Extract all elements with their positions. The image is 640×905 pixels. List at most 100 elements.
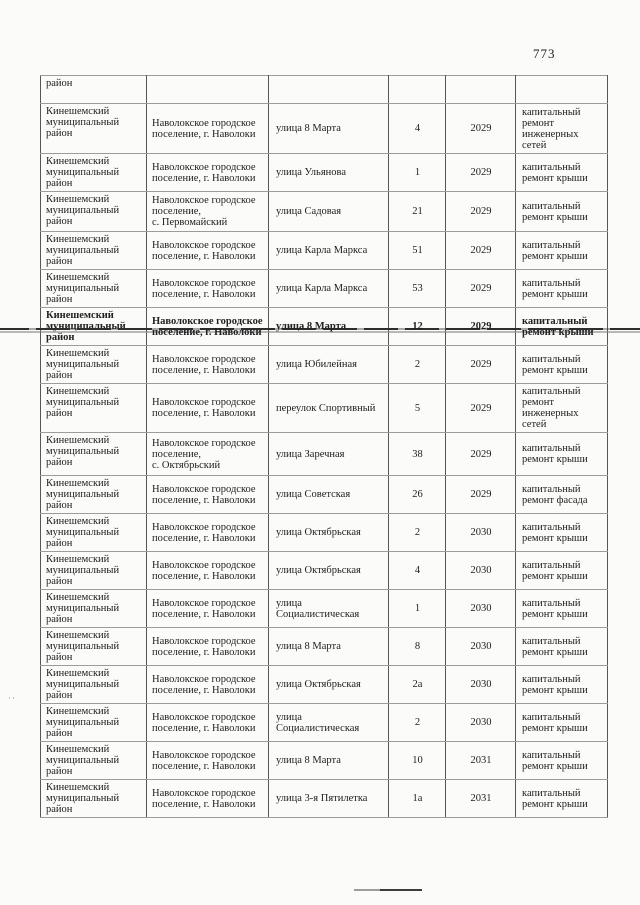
cell-district: Кинешемский муниципальный район — [0, 307, 640, 346]
scan-margin-mark: ·· — [8, 693, 16, 703]
cell-district: Кинешемский муниципальный район — [40, 432, 147, 476]
cell-year: 2029 — [445, 191, 516, 232]
cell-street: улица Октябрьская — [268, 665, 389, 704]
cell-settlement: Наволокское городское поселение, с. Октя… — [146, 432, 269, 476]
cell-district: Кинешемский муниципальный район — [40, 551, 147, 590]
cell-street: улица Садовая — [268, 191, 389, 232]
page-number: 773 — [533, 46, 556, 61]
carryover-row: район — [40, 75, 608, 104]
cell-settlement: Наволокское городское поселение, г. Наво… — [146, 665, 269, 704]
cell-year: 2029 — [445, 153, 516, 192]
cell-house: 1а — [388, 779, 446, 818]
cell-district: Кинешемский муниципальный район — [40, 153, 147, 192]
cell-district: Кинешемский муниципальный район — [40, 269, 147, 308]
table-row: Кинешемский муниципальный район Наволокс… — [40, 475, 608, 514]
cell-district: Кинешемский муниципальный район — [40, 231, 147, 270]
cell-house: 4 — [388, 551, 446, 590]
cell-settlement: Наволокское городское поселение, г. Наво… — [146, 345, 269, 384]
cell-house: 51 — [388, 231, 446, 270]
cell-year: 2030 — [445, 551, 516, 590]
cell-house: 1 — [388, 153, 446, 192]
cell-settlement: Наволокское городское поселение, г. Наво… — [146, 231, 269, 270]
cell-year — [445, 75, 516, 104]
table-row: Кинешемский муниципальный район Наволокс… — [40, 103, 608, 154]
cell-settlement: Наволокское городское поселение, г. Наво… — [146, 269, 269, 308]
cell-district: Кинешемский муниципальный район — [40, 589, 147, 628]
cell-work: капитальный ремонт инженерных сетей — [515, 103, 608, 154]
cell-district: район — [40, 75, 147, 104]
cell-house — [388, 75, 446, 104]
cell-work: капитальный ремонт крыши — [515, 191, 608, 232]
cell-work: капитальный ремонт крыши — [515, 589, 608, 628]
cell-settlement: Наволокское городское поселение, г. Наво… — [146, 589, 269, 628]
cell-house: 8 — [388, 627, 446, 666]
table-row: Кинешемский муниципальный район Наволокс… — [40, 703, 608, 742]
cell-street: улица Октябрьская — [268, 551, 389, 590]
cell-settlement: Наволокское городское поселение, г. Наво… — [146, 551, 269, 590]
cell-work: капитальный ремонт крыши — [515, 432, 608, 476]
bottom-short-rule — [354, 889, 422, 891]
cell-year: 2029 — [445, 307, 516, 346]
cell-district: Кинешемский муниципальный район — [40, 103, 147, 154]
cell-house: 2а — [388, 665, 446, 704]
cell-house: 12 — [388, 307, 446, 346]
cell-street: улица 8 Марта — [268, 307, 389, 346]
cell-work: капитальный ремонт крыши — [515, 513, 608, 552]
table-row: Кинешемский муниципальный район Наволокс… — [40, 589, 608, 628]
cell-house: 21 — [388, 191, 446, 232]
cell-year: 2029 — [445, 383, 516, 433]
cell-year: 2029 — [445, 231, 516, 270]
table-row: Кинешемский муниципальный район Наволокс… — [40, 627, 608, 666]
cell-street: улица 8 Марта — [268, 103, 389, 154]
table-body: район Кинешемский муниципальный район На… — [0, 75, 640, 818]
cell-street: улица Октябрьская — [268, 513, 389, 552]
cell-house: 4 — [388, 103, 446, 154]
cell-work: капитальный ремонт фасада — [515, 475, 608, 514]
cell-year: 2029 — [445, 345, 516, 384]
cell-year: 2029 — [445, 432, 516, 476]
cell-settlement: Наволокское городское поселение, г. Наво… — [146, 627, 269, 666]
cell-year: 2029 — [445, 269, 516, 308]
cell-work — [515, 75, 608, 104]
cell-street: улица 8 Марта — [268, 627, 389, 666]
cell-work: капитальный ремонт крыши — [515, 269, 608, 308]
table-row: Кинешемский муниципальный район Наволокс… — [40, 269, 608, 308]
table-row: Кинешемский муниципальный район Наволокс… — [40, 231, 608, 270]
cell-settlement: Наволокское городское поселение, г. Наво… — [146, 703, 269, 742]
cell-work: капитальный ремонт крыши — [515, 665, 608, 704]
table-row: Кинешемский муниципальный район Наволокс… — [40, 551, 608, 590]
cell-work: капитальный ремонт крыши — [515, 627, 608, 666]
cell-street: улица 3-я Пятилетка — [268, 779, 389, 818]
table-row: Кинешемский муниципальный район Наволокс… — [0, 307, 640, 346]
cell-street: улица Ульянова — [268, 153, 389, 192]
cell-street: улица Карла Маркса — [268, 269, 389, 308]
cell-settlement: Наволокское городское поселение, г. Наво… — [146, 103, 269, 154]
cell-settlement: Наволокское городское поселение, с. Перв… — [146, 191, 269, 232]
cell-district: Кинешемский муниципальный район — [40, 513, 147, 552]
cell-year: 2029 — [445, 475, 516, 514]
table-row: Кинешемский муниципальный район Наволокс… — [40, 741, 608, 780]
cell-district: Кинешемский муниципальный район — [40, 345, 147, 384]
cell-district: Кинешемский муниципальный район — [40, 627, 147, 666]
cell-street: улица Социалистическая — [268, 703, 389, 742]
cell-district: Кинешемский муниципальный район — [40, 779, 147, 818]
repair-program-table: район Кинешемский муниципальный район На… — [0, 75, 640, 818]
cell-district: Кинешемский муниципальный район — [40, 383, 147, 433]
cell-street: улица Юбилейная — [268, 345, 389, 384]
cell-house: 5 — [388, 383, 446, 433]
cell-house: 2 — [388, 703, 446, 742]
cell-work: капитальный ремонт крыши — [515, 153, 608, 192]
table-row: Кинешемский муниципальный район Наволокс… — [40, 191, 608, 232]
cell-street: улица Советская — [268, 475, 389, 514]
cell-street: улица Карла Маркса — [268, 231, 389, 270]
cell-work: капитальный ремонт крыши — [515, 703, 608, 742]
cell-year: 2030 — [445, 703, 516, 742]
cell-work: капитальный ремонт крыши — [515, 551, 608, 590]
cell-year: 2031 — [445, 741, 516, 780]
cell-settlement — [146, 75, 269, 104]
table-row: Кинешемский муниципальный район Наволокс… — [40, 383, 608, 433]
cell-settlement: Наволокское городское поселение, г. Наво… — [146, 307, 269, 346]
cell-settlement: Наволокское городское поселение, г. Наво… — [146, 779, 269, 818]
table-row: Кинешемский муниципальный район Наволокс… — [40, 665, 608, 704]
cell-year: 2030 — [445, 513, 516, 552]
